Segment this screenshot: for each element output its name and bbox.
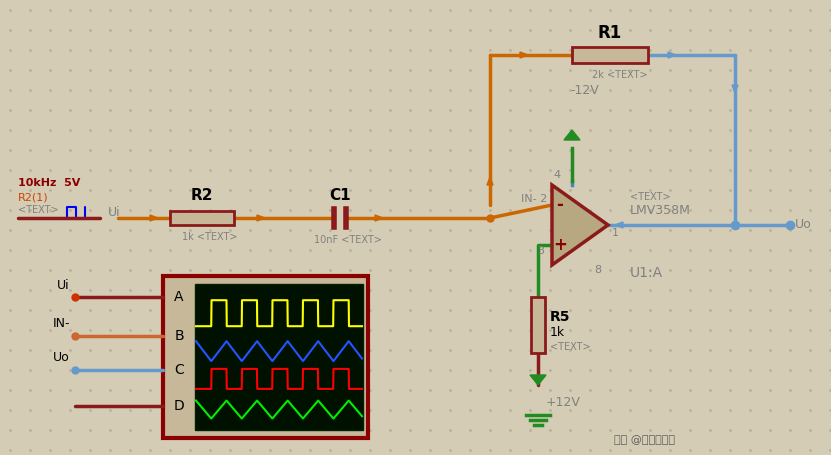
Text: C1: C1 [329,188,351,203]
Text: 10nF <TEXT>: 10nF <TEXT> [314,235,382,245]
Text: IN-: IN- [52,318,70,330]
Text: <TEXT>: <TEXT> [18,205,59,215]
Text: 10kHz  5V: 10kHz 5V [18,178,81,188]
Text: Ui: Ui [108,207,120,219]
Text: 8: 8 [594,265,602,275]
Bar [163,276,368,438]
Text: 2k <TEXT>: 2k <TEXT> [593,70,648,80]
Text: C: C [175,363,184,377]
Bar [531,297,545,353]
Text: Ui: Ui [57,278,70,292]
Text: <TEXT>: <TEXT> [630,192,671,202]
Text: -: - [557,196,563,214]
Text: D: D [174,399,184,413]
Text: Uo: Uo [53,351,70,364]
Polygon shape [150,215,158,221]
Text: 1k <TEXT>: 1k <TEXT> [182,232,238,242]
Polygon shape [375,215,383,221]
Polygon shape [732,85,738,93]
Polygon shape [615,222,623,228]
Polygon shape [668,52,676,58]
Text: 知乎 @某工程师乱: 知乎 @某工程师乱 [614,435,676,445]
Text: U1:A: U1:A [630,266,663,280]
Polygon shape [257,215,265,221]
Bar [170,211,234,225]
Text: B: B [175,329,184,343]
Text: +: + [553,236,567,254]
Text: 1: 1 [612,228,619,238]
Polygon shape [520,52,528,58]
Text: IN- 2: IN- 2 [521,194,547,204]
Text: 3: 3 [537,246,544,256]
Text: <TEXT>: <TEXT> [550,342,591,352]
Text: 1k: 1k [550,327,565,339]
Polygon shape [552,185,608,265]
Text: 4: 4 [553,170,561,180]
Polygon shape [564,130,580,140]
Text: -12V: -12V [571,84,599,96]
Text: LMV358M: LMV358M [630,204,691,217]
Polygon shape [487,177,493,185]
Text: R1: R1 [597,24,622,42]
Text: R2(1): R2(1) [18,192,49,202]
Bar [572,47,648,63]
Text: R5: R5 [550,310,571,324]
Text: A: A [175,290,184,304]
Polygon shape [530,375,546,385]
Text: R2: R2 [191,188,214,203]
Text: +12V: +12V [546,396,581,410]
Text: Uo: Uo [795,218,812,232]
Bar [195,284,363,430]
